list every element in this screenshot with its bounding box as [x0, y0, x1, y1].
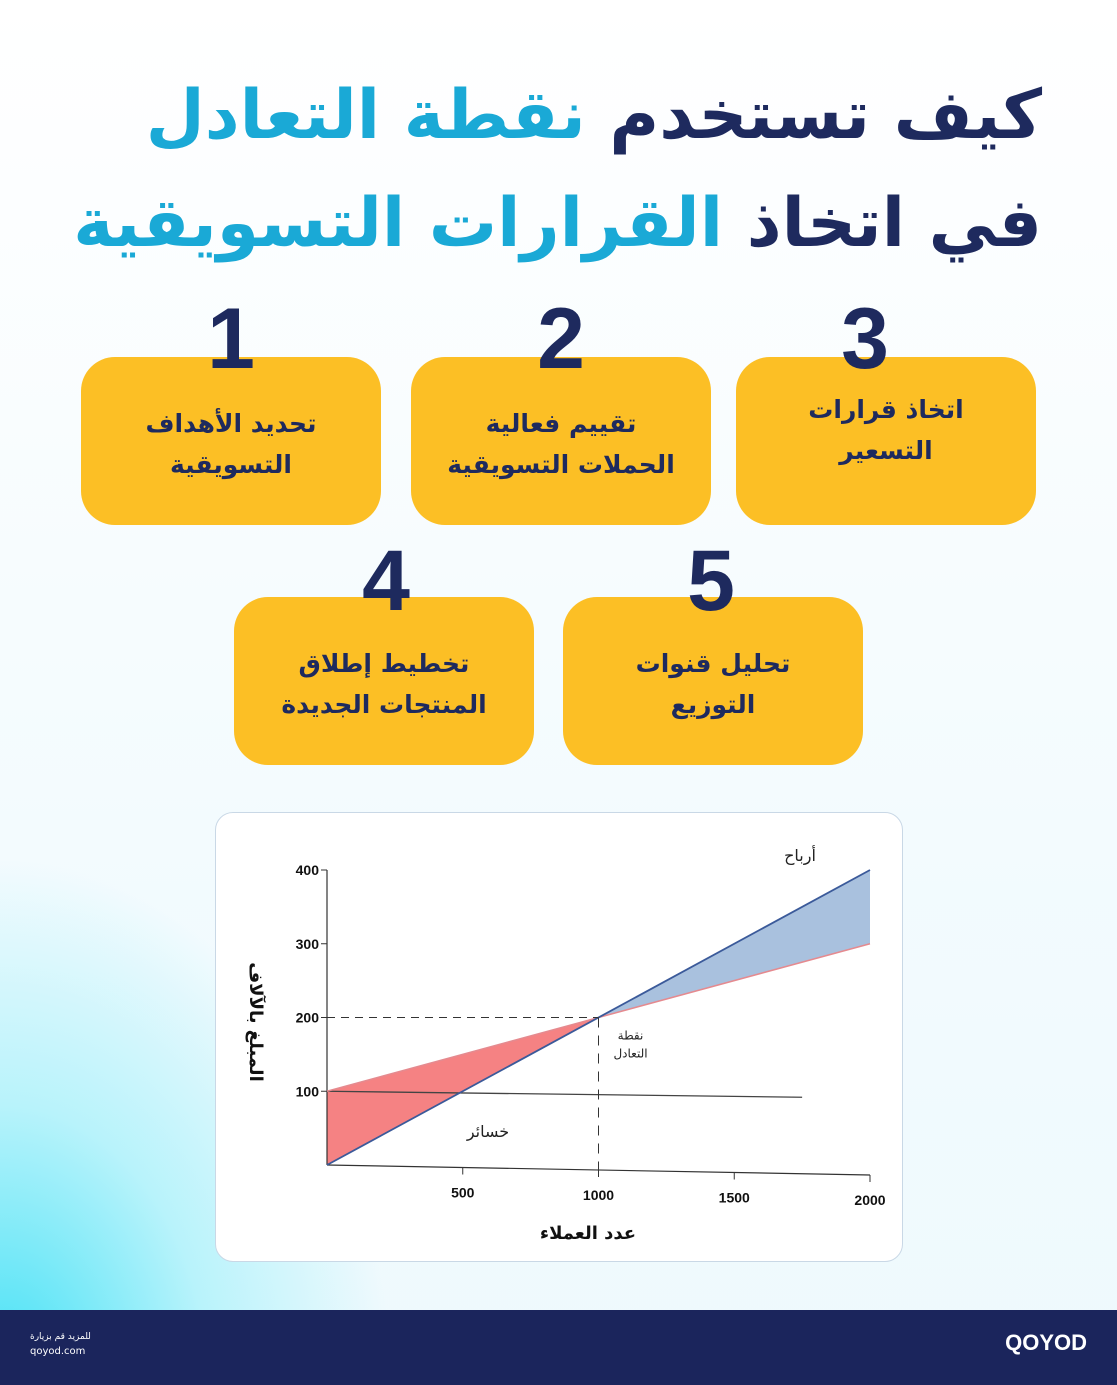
- y-tick-label: 200: [296, 1010, 320, 1026]
- chart-svg: 100 200 300 400 500 1000 1500 2000 نقطة التعادل خس…: [245, 845, 886, 1244]
- y-tick-label: 300: [296, 936, 320, 952]
- x-tick-label: 2000: [854, 1192, 885, 1208]
- title-dark: كيف تستخدم: [609, 76, 1042, 155]
- title-line-2: في اتخاذ القرارات التسويقية: [10, 170, 1042, 278]
- page-title: كيف تستخدم نقطة التعادل في اتخاذ القرارا…: [10, 62, 1042, 278]
- x-tick-label: 500: [451, 1185, 475, 1201]
- break-even-label: نقطة: [618, 1029, 644, 1043]
- card-text: تحديد الأهداف التسويقية: [145, 408, 317, 479]
- card-4: تخطيط إطلاق المنتجات الجديدة: [234, 597, 534, 765]
- title-accent: نقطة التعادل: [145, 76, 586, 155]
- visit-text: للمزيد قم بزيارة: [30, 1332, 91, 1342]
- x-tick-label: 1500: [719, 1190, 750, 1206]
- card-number: 1: [207, 291, 255, 387]
- title-line-1: كيف تستخدم نقطة التعادل: [10, 62, 1042, 170]
- title-dark: في اتخاذ: [746, 184, 1042, 263]
- qoyod-logo: QOYOD: [1005, 1330, 1087, 1355]
- card-text: اتخاذ قرارات التسعير: [808, 394, 964, 465]
- loss-label: خسائر: [466, 1122, 509, 1142]
- card-number: 4: [362, 533, 410, 629]
- x-axis-label: عدد العملاء: [540, 1223, 636, 1244]
- card-number: 2: [537, 291, 585, 387]
- x-tick-label: 1000: [583, 1187, 614, 1203]
- website-link[interactable]: qoyod.com: [30, 1346, 86, 1357]
- card-number: 3: [841, 291, 889, 387]
- card-5: تحليل قنوات التوزيع: [563, 597, 863, 765]
- card-1: تحديد الأهداف التسويقية: [81, 357, 381, 525]
- card-number: 5: [687, 533, 735, 629]
- title-accent: القرارات التسويقية: [73, 184, 724, 263]
- card-text: تقييم فعالية الحملات التسويقية: [447, 408, 675, 479]
- profit-label: أرباح: [784, 845, 816, 866]
- card-3: اتخاذ قرارات التسعير: [736, 357, 1036, 525]
- break-even-label: التعادل: [613, 1047, 647, 1061]
- card-text: تحليل قنوات التوزيع: [635, 648, 791, 719]
- y-tick-label: 100: [296, 1083, 320, 1099]
- footer: للمزيد قم بزيارة qoyod.com QOYOD: [0, 1310, 1117, 1385]
- card-text: تخطيط إطلاق المنتجات الجديدة: [281, 648, 487, 719]
- y-tick-label: 400: [296, 862, 320, 878]
- y-axis-label: المبلغ بالآلاف: [245, 962, 267, 1082]
- card-2: تقييم فعالية الحملات التسويقية: [411, 357, 711, 525]
- fixed-cost-line: [326, 1090, 803, 1098]
